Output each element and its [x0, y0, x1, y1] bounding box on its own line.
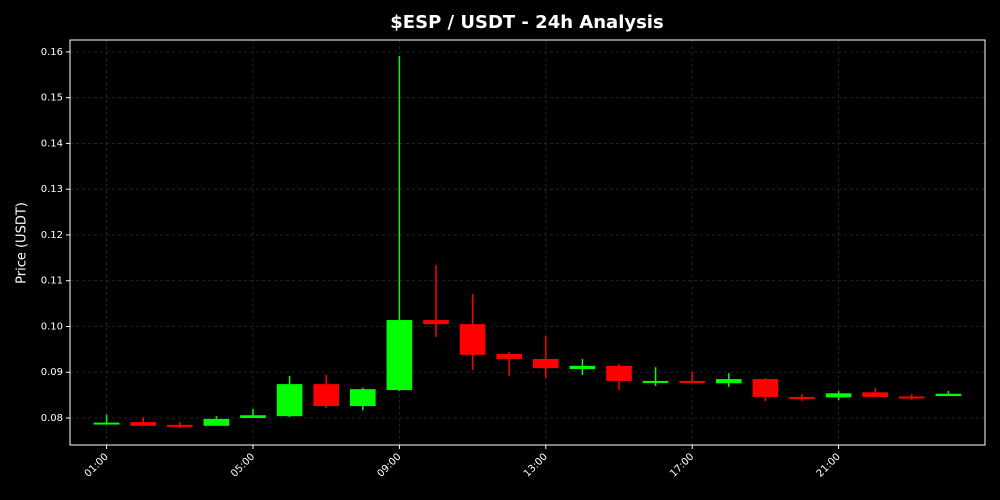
candle-body [569, 365, 596, 370]
candle-body [276, 384, 303, 417]
y-tick-label: 0.13 [41, 184, 63, 195]
candle-body [606, 365, 632, 381]
candle-body [715, 379, 742, 384]
candle-body [642, 380, 669, 383]
candle-body [386, 320, 413, 391]
y-tick-label: 0.16 [41, 47, 63, 58]
y-tick-label: 0.09 [41, 367, 63, 378]
candle-body [752, 379, 779, 397]
candle-body [240, 415, 266, 418]
candle-body [862, 392, 889, 397]
candle-body [679, 380, 706, 383]
candle-body [532, 358, 559, 369]
candle-body [935, 393, 962, 397]
y-tick-label: 0.08 [41, 413, 63, 424]
candle-body [825, 393, 852, 398]
y-tick-label: 0.15 [41, 93, 63, 104]
plot-frame [69, 39, 986, 446]
candle-body [203, 418, 230, 426]
candle-body [459, 324, 486, 355]
y-tick-label: 0.14 [41, 138, 63, 149]
y-axis-label: Price (USDT) [15, 202, 30, 284]
candle-body [349, 389, 376, 407]
candle-body [130, 422, 157, 426]
candle-body [423, 320, 449, 325]
candle-body [789, 396, 815, 399]
candle-body [496, 353, 523, 359]
candle-body [313, 384, 340, 407]
candle-body [93, 422, 120, 425]
y-tick-label: 0.12 [41, 230, 63, 241]
candle-body [166, 424, 193, 427]
y-tick-label: 0.10 [41, 321, 63, 332]
candle-body [898, 396, 925, 399]
y-tick-label: 0.11 [41, 276, 63, 287]
chart-title: $ESP / USDT - 24h Analysis [390, 12, 663, 33]
